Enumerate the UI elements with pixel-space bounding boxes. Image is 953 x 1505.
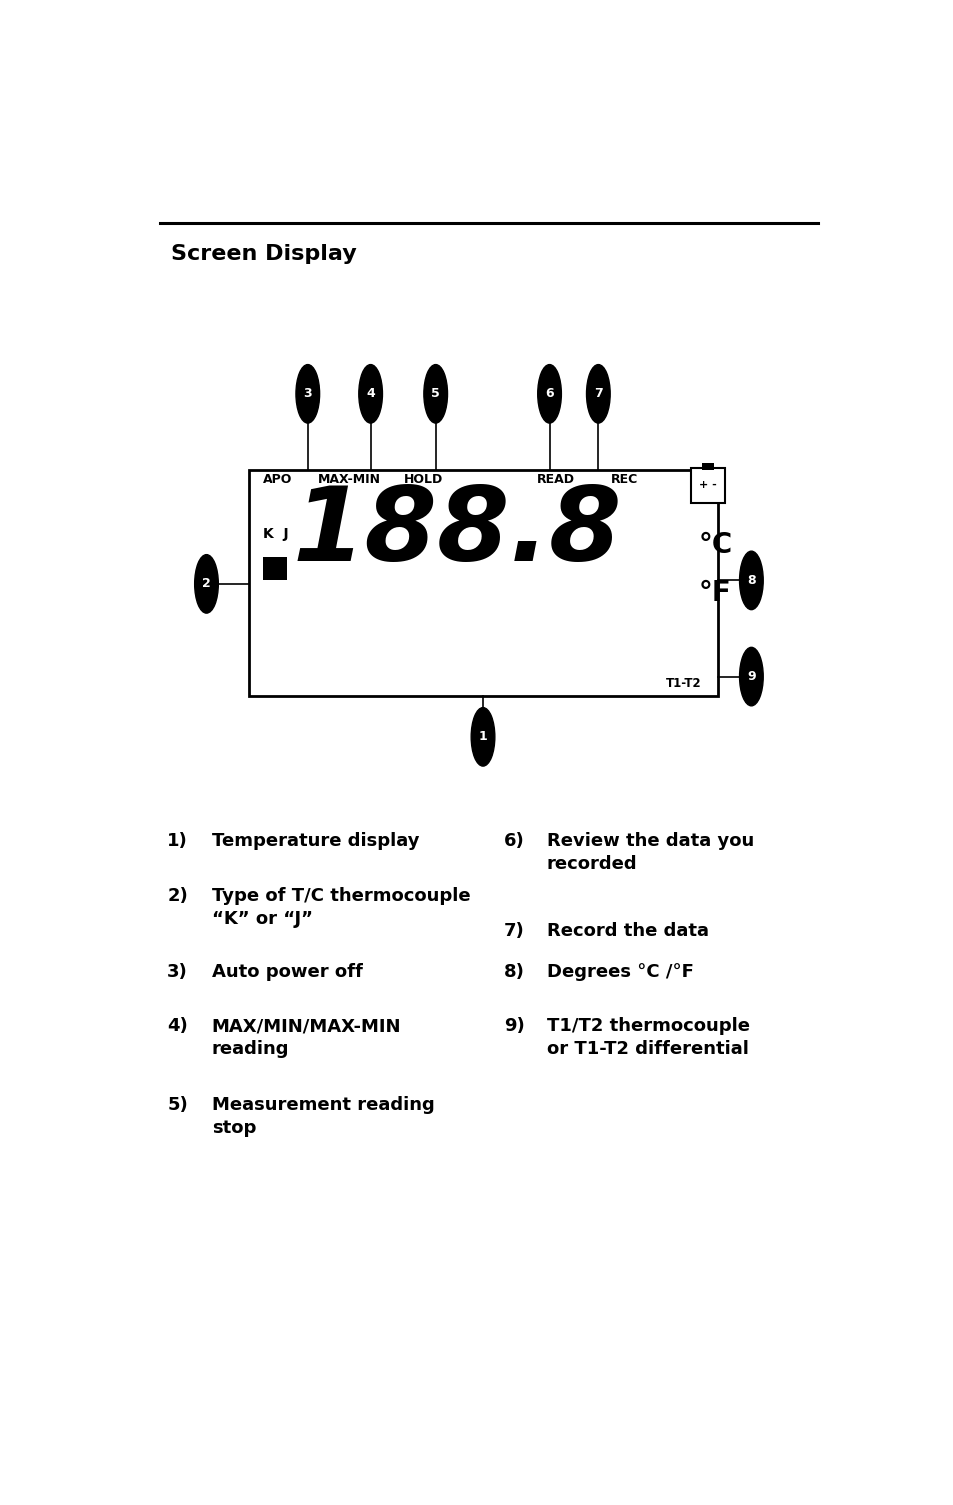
Text: Measurement reading
stop: Measurement reading stop xyxy=(212,1096,434,1136)
Ellipse shape xyxy=(739,551,762,610)
Text: READ: READ xyxy=(537,473,575,486)
Ellipse shape xyxy=(537,364,560,423)
Text: °F: °F xyxy=(698,579,730,607)
FancyBboxPatch shape xyxy=(263,557,287,581)
Text: 188.8: 188.8 xyxy=(293,482,622,582)
FancyBboxPatch shape xyxy=(249,470,718,697)
Text: 2: 2 xyxy=(202,578,211,590)
Text: Auto power off: Auto power off xyxy=(212,963,362,981)
Text: 3: 3 xyxy=(303,387,312,400)
Text: 9): 9) xyxy=(503,1017,524,1035)
Text: 3): 3) xyxy=(167,963,188,981)
Text: Degrees °C /°F: Degrees °C /°F xyxy=(546,963,693,981)
Text: °C: °C xyxy=(698,531,732,558)
Text: 9: 9 xyxy=(746,670,755,683)
Text: 6: 6 xyxy=(545,387,554,400)
Ellipse shape xyxy=(739,647,762,706)
Text: Type of T/C thermocouple
“K” or “J”: Type of T/C thermocouple “K” or “J” xyxy=(212,888,470,929)
Text: 1: 1 xyxy=(478,730,487,743)
Ellipse shape xyxy=(586,364,610,423)
Text: 8): 8) xyxy=(503,963,524,981)
Text: 5: 5 xyxy=(431,387,439,400)
Ellipse shape xyxy=(423,364,447,423)
Text: 7: 7 xyxy=(594,387,602,400)
Ellipse shape xyxy=(194,555,218,613)
Text: 4): 4) xyxy=(167,1017,188,1035)
Text: APO: APO xyxy=(263,473,293,486)
Text: 7): 7) xyxy=(503,923,524,941)
FancyBboxPatch shape xyxy=(690,468,724,503)
Ellipse shape xyxy=(358,364,382,423)
Text: 6): 6) xyxy=(503,832,524,850)
Text: 4: 4 xyxy=(366,387,375,400)
Text: MAX-MIN: MAX-MIN xyxy=(317,473,380,486)
Text: REC: REC xyxy=(610,473,638,486)
Text: 2): 2) xyxy=(167,888,188,906)
Text: MAX/MIN/MAX-MIN
reading: MAX/MIN/MAX-MIN reading xyxy=(212,1017,401,1058)
Text: Record the data: Record the data xyxy=(546,923,708,941)
Text: Review the data you
recorded: Review the data you recorded xyxy=(546,832,753,873)
Text: 5): 5) xyxy=(167,1096,188,1114)
Text: Temperature display: Temperature display xyxy=(212,832,418,850)
Text: K  J: K J xyxy=(263,527,289,542)
Text: T1/T2 thermocouple
or T1-T2 differential: T1/T2 thermocouple or T1-T2 differential xyxy=(546,1017,749,1058)
Text: HOLD: HOLD xyxy=(403,473,443,486)
Ellipse shape xyxy=(471,707,495,766)
Text: T1-T2: T1-T2 xyxy=(665,677,701,691)
Text: 1): 1) xyxy=(167,832,188,850)
Text: 8: 8 xyxy=(746,573,755,587)
Ellipse shape xyxy=(295,364,319,423)
FancyBboxPatch shape xyxy=(700,464,713,470)
Text: + -: + - xyxy=(699,480,716,491)
Text: Screen Display: Screen Display xyxy=(171,244,356,265)
